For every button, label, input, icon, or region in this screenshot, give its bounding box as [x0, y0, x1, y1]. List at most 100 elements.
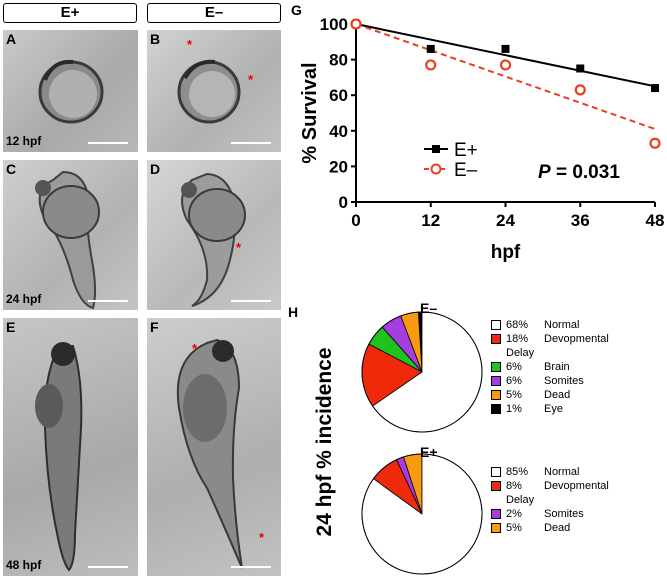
legend-percent: 8%	[506, 480, 522, 492]
p-value-number: = 0.031	[551, 162, 621, 183]
pie-title-e-plus: E+	[420, 444, 438, 460]
legend-label: Devopmental	[544, 333, 609, 345]
scale-bar	[231, 300, 271, 302]
survival-chart: 0 20 40 60 80 100 0 12 24 36 48 hpf % Survival E+E– P …	[300, 15, 664, 263]
larva-e-illustration	[35, 342, 83, 572]
p-value-symbol: P	[538, 162, 551, 183]
legend-row-normal: 85% Normal	[491, 465, 609, 479]
embryo-d-illustration	[181, 172, 246, 307]
pie-legend-e-minus: 68% Normal 18% Devopmental Delay 6% Brain 6% Som…	[491, 318, 609, 416]
legend-label: Somites	[544, 375, 584, 387]
defect-marker: *	[248, 72, 254, 87]
pie-title-e-minus: E–	[420, 300, 438, 316]
p-value-annotation: P = 0.031	[538, 162, 620, 183]
larva-f-illustration	[176, 338, 243, 569]
data-point-e-minus	[499, 59, 512, 71]
legend-swatch	[491, 376, 501, 386]
legend-swatch	[491, 362, 501, 372]
legend-label-continued: Delay	[506, 347, 535, 359]
scale-bar	[231, 566, 271, 568]
legend-percent: 5%	[506, 522, 522, 534]
x-tick-label: 24	[496, 211, 515, 230]
legend-label: Dead	[544, 522, 571, 534]
panel-label-f: F	[150, 319, 159, 335]
legend-row-normal: 68% Normal	[491, 318, 609, 332]
pie-outline	[361, 311, 483, 433]
legend-percent: 68%	[506, 319, 529, 331]
legend-percent: 6%	[506, 375, 522, 387]
legend-swatch	[491, 509, 501, 519]
scale-bar	[88, 142, 128, 144]
legend-row-eye: 1% Eye	[491, 402, 609, 416]
legend-label: Brain	[544, 361, 570, 373]
legend-percent: 2%	[506, 508, 522, 520]
legend-row-somites: 6% Somites	[491, 374, 609, 388]
panel-label-e: E	[6, 319, 16, 335]
panel-a-embryo-12hpf: A 12 hpf	[3, 30, 138, 152]
legend-label: Dead	[544, 389, 571, 401]
time-label-12hpf: 12 hpf	[6, 134, 42, 148]
legend-row-dead: 5% Dead	[491, 521, 609, 535]
column-header-e-plus: E+	[3, 3, 137, 23]
x-tick-label: 36	[571, 211, 590, 230]
legend-swatch	[491, 404, 501, 414]
y-axis-label: % Survival	[300, 62, 321, 163]
legend-label: Normal	[544, 466, 580, 478]
legend-label: Eye	[544, 403, 563, 415]
data-point-e-minus	[649, 137, 661, 149]
data-point-e-minus	[574, 84, 586, 96]
panel-c-embryo-24hpf: C 24 hpf	[3, 160, 138, 310]
data-point-e-minus	[350, 18, 362, 30]
fit-line-e-plus	[355, 23, 656, 88]
y-tick-label: 0	[339, 193, 348, 212]
panel-label-g: G	[291, 2, 302, 18]
legend-swatch	[491, 334, 501, 344]
time-label-48hpf: 48 hpf	[6, 558, 42, 572]
data-point-e-plus	[651, 84, 659, 93]
legend-row-brain: 6% Brain	[491, 360, 609, 374]
y-tick-label: 40	[329, 122, 348, 141]
x-tick-label: 0	[351, 211, 360, 230]
legend-label: Devopmental	[544, 480, 609, 492]
legend-percent: 85%	[506, 466, 529, 478]
legend-row-somites: 2% Somites	[491, 507, 609, 521]
legend-swatch	[491, 320, 501, 330]
data-point-e-minus	[425, 59, 437, 71]
y-tick-label: 60	[329, 86, 348, 105]
legend-percent: 1%	[506, 403, 522, 415]
incidence-axis-label: 24 hpf % incidence	[313, 347, 336, 537]
defect-marker: *	[236, 240, 242, 255]
panel-label-c: C	[6, 161, 17, 177]
defect-marker: *	[192, 341, 198, 356]
pie-legend-e-plus: 85% Normal 8% Devopmental Delay 2% Somites 5% De…	[491, 465, 609, 535]
time-label-24hpf: 24 hpf	[6, 292, 42, 306]
legend-row-dead: 5% Dead	[491, 388, 609, 402]
y-tick-label: 100	[320, 15, 348, 34]
scale-bar	[88, 300, 128, 302]
data-point-e-plus	[576, 64, 585, 73]
column-header-e-minus: E–	[147, 3, 281, 23]
panel-label-h: H	[288, 304, 299, 320]
legend-percent: 18%	[506, 333, 529, 345]
scale-bar	[88, 566, 128, 568]
legend-percent: 6%	[506, 361, 522, 373]
legend-marker-e-plus	[432, 145, 440, 153]
defect-marker: *	[187, 37, 193, 52]
legend-label: E+	[454, 140, 478, 161]
panel-label-d: D	[150, 161, 161, 177]
panel-label-a: A	[6, 31, 17, 47]
pie-chart-e-plus	[361, 453, 483, 575]
panel-d-embryo-24hpf: D *	[147, 160, 281, 310]
pie-outline	[361, 453, 483, 575]
legend-swatch	[491, 481, 501, 491]
y-tick-label: 20	[329, 157, 348, 176]
legend-marker-e-minus	[430, 163, 442, 175]
legend-label: E–	[454, 160, 478, 181]
legend-swatch	[491, 523, 501, 533]
scale-bar	[231, 142, 271, 144]
panel-b-embryo-12hpf: B * *	[147, 30, 281, 152]
x-axis-label: hpf	[491, 242, 521, 263]
x-tick-label: 12	[421, 211, 440, 230]
panel-e-larva-48hpf: E 48 hpf	[3, 318, 138, 576]
panel-f-larva-48hpf: F * *	[147, 318, 281, 576]
